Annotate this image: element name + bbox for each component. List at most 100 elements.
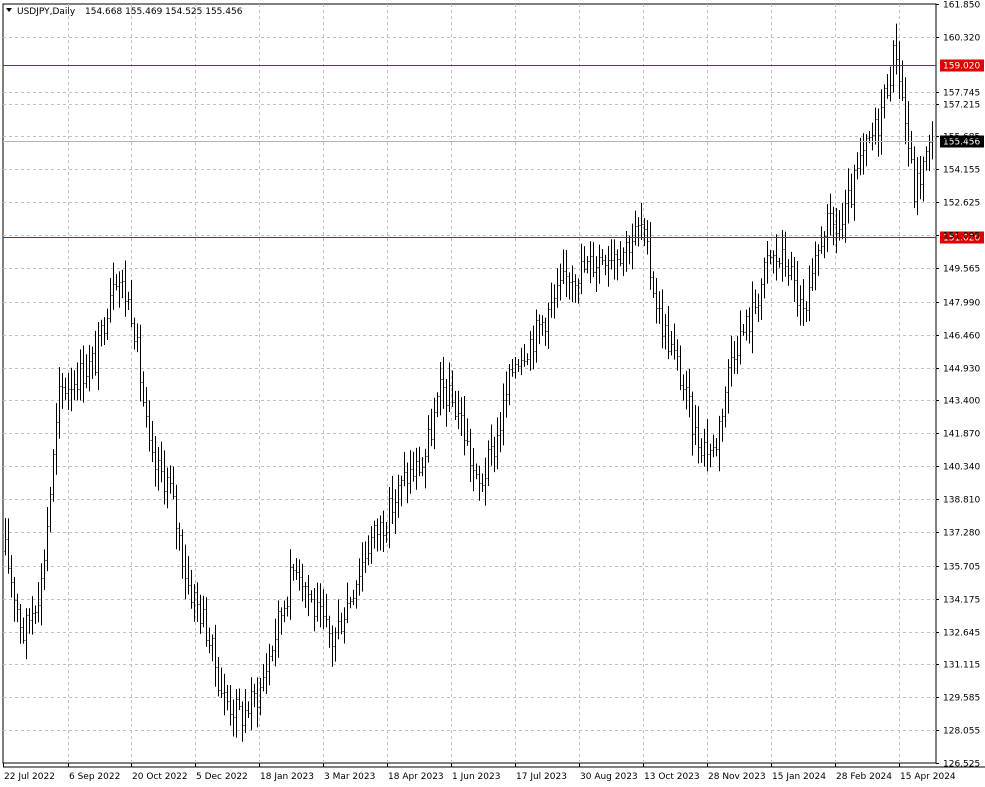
y-tick-label: 155.685 <box>943 133 980 143</box>
ohlc-bar <box>817 244 820 276</box>
ohlc-bar <box>607 246 610 287</box>
ohlc-bar <box>712 434 715 458</box>
ohlc-bar <box>385 522 388 543</box>
y-tick-label: 146.460 <box>943 332 980 342</box>
y-tick-label: 161.850 <box>943 1 980 11</box>
level-label-box <box>940 59 984 72</box>
ohlc-bar <box>163 450 166 505</box>
ohlc-bar <box>796 261 799 317</box>
ohlc-bar <box>547 302 550 349</box>
ohlc-bar <box>397 474 400 518</box>
y-tick-label: 152.625 <box>943 199 980 209</box>
ohlc-bar <box>322 589 325 630</box>
ohlc-bar <box>643 218 646 246</box>
ohlc-bar <box>439 362 442 416</box>
ohlc-bar <box>268 643 271 686</box>
ohlc-bar <box>715 438 718 457</box>
ohlc-bar <box>370 526 373 564</box>
y-tick-label: 157.745 <box>943 89 980 99</box>
ohlc-bar <box>427 415 430 463</box>
ohlc-bar <box>301 563 304 602</box>
ohlc-bar <box>892 40 895 93</box>
y-tick-label: 128.055 <box>943 727 980 737</box>
ohlc-bar <box>106 308 109 341</box>
ohlc-bar <box>298 559 301 591</box>
ohlc-bar <box>559 263 562 301</box>
ohlc-bar <box>535 309 538 363</box>
ohlc-bar <box>223 673 226 716</box>
ohlc-bar <box>541 315 544 336</box>
ohlc-bar <box>76 362 79 401</box>
ohlc-bar <box>280 607 283 635</box>
ohlc-bar <box>502 383 505 446</box>
ohlc-bar <box>889 66 892 102</box>
ohlc-bar <box>217 657 220 697</box>
ohlc-bar <box>523 343 526 367</box>
ohlc-bar <box>433 397 436 450</box>
ohlc-bar <box>187 556 190 595</box>
ohlc-bar <box>145 387 148 428</box>
ohlc-bar <box>778 257 781 268</box>
ohlc-values: 154.668 155.469 154.525 155.456 <box>85 7 243 17</box>
ohlc-bar <box>379 515 382 551</box>
ohlc-bar <box>82 345 85 403</box>
ohlc-bar <box>367 535 370 566</box>
ohlc-bar <box>304 582 307 608</box>
x-tick-label: 22 Jul 2022 <box>4 772 55 782</box>
ohlc-bar <box>343 607 346 644</box>
ohlc-bar <box>325 593 328 628</box>
ohlc-bar <box>925 146 928 171</box>
ohlc-bar <box>355 580 358 609</box>
ohlc-bar <box>829 193 832 236</box>
ohlc-bar <box>706 419 709 472</box>
ohlc-bar <box>676 339 679 371</box>
ohlc-bar <box>610 239 613 270</box>
ohlc-bar <box>472 447 475 492</box>
ohlc-bar <box>847 168 850 224</box>
ohlc-bar <box>40 563 43 626</box>
ohlc-bar <box>880 89 883 155</box>
ohlc-bar <box>640 203 643 241</box>
ohlc-bar <box>421 457 424 477</box>
ohlc-bar <box>721 408 724 442</box>
horizontal-levels: 159.020 151.020 155.456 <box>3 59 984 244</box>
ohlc-bar <box>97 322 100 391</box>
ohlc-bar <box>862 133 865 175</box>
ohlc-bar <box>928 134 931 172</box>
ohlc-bar <box>46 507 49 572</box>
ohlc-bar <box>400 475 403 507</box>
ohlc-bar <box>70 367 73 412</box>
ohlc-bar <box>787 258 790 286</box>
ohlc-bar <box>286 596 289 617</box>
ohlc-bar <box>340 612 343 635</box>
ohlc-bar <box>658 291 661 324</box>
ohlc-bar <box>901 60 904 101</box>
collapse-triangle-icon[interactable] <box>6 8 12 12</box>
ohlc-bar <box>793 256 796 303</box>
ohlc-bar <box>307 575 310 617</box>
price-axis: 161.850 160.320 157.745 157.215 155.685 154.1… <box>936 1 980 770</box>
ohlc-bar <box>154 436 157 487</box>
ohlc-bar <box>403 451 406 487</box>
x-tick-label: 3 Mar 2023 <box>324 772 375 782</box>
ohlc-bar <box>259 678 262 716</box>
ohlc-bar <box>478 465 481 501</box>
ohlc-bar <box>358 558 361 596</box>
ohlc-bar <box>637 217 640 247</box>
y-tick-label: 157.215 <box>943 101 980 111</box>
ohlc-bar <box>157 447 160 491</box>
ohlc-bar <box>811 258 814 292</box>
ohlc-bar <box>724 386 727 428</box>
ohlc-bar <box>589 241 592 284</box>
ohlc-bar <box>382 510 385 553</box>
ohlc-bar <box>292 563 295 581</box>
ohlc-bar <box>595 256 598 293</box>
ohlc-bar <box>691 391 694 456</box>
ohlc-bar <box>49 486 52 533</box>
ohlc-bar <box>244 688 247 734</box>
x-tick-label: 18 Jan 2023 <box>260 772 314 782</box>
ohlc-bar <box>109 277 112 323</box>
x-tick-label: 1 Jun 2023 <box>452 772 500 782</box>
